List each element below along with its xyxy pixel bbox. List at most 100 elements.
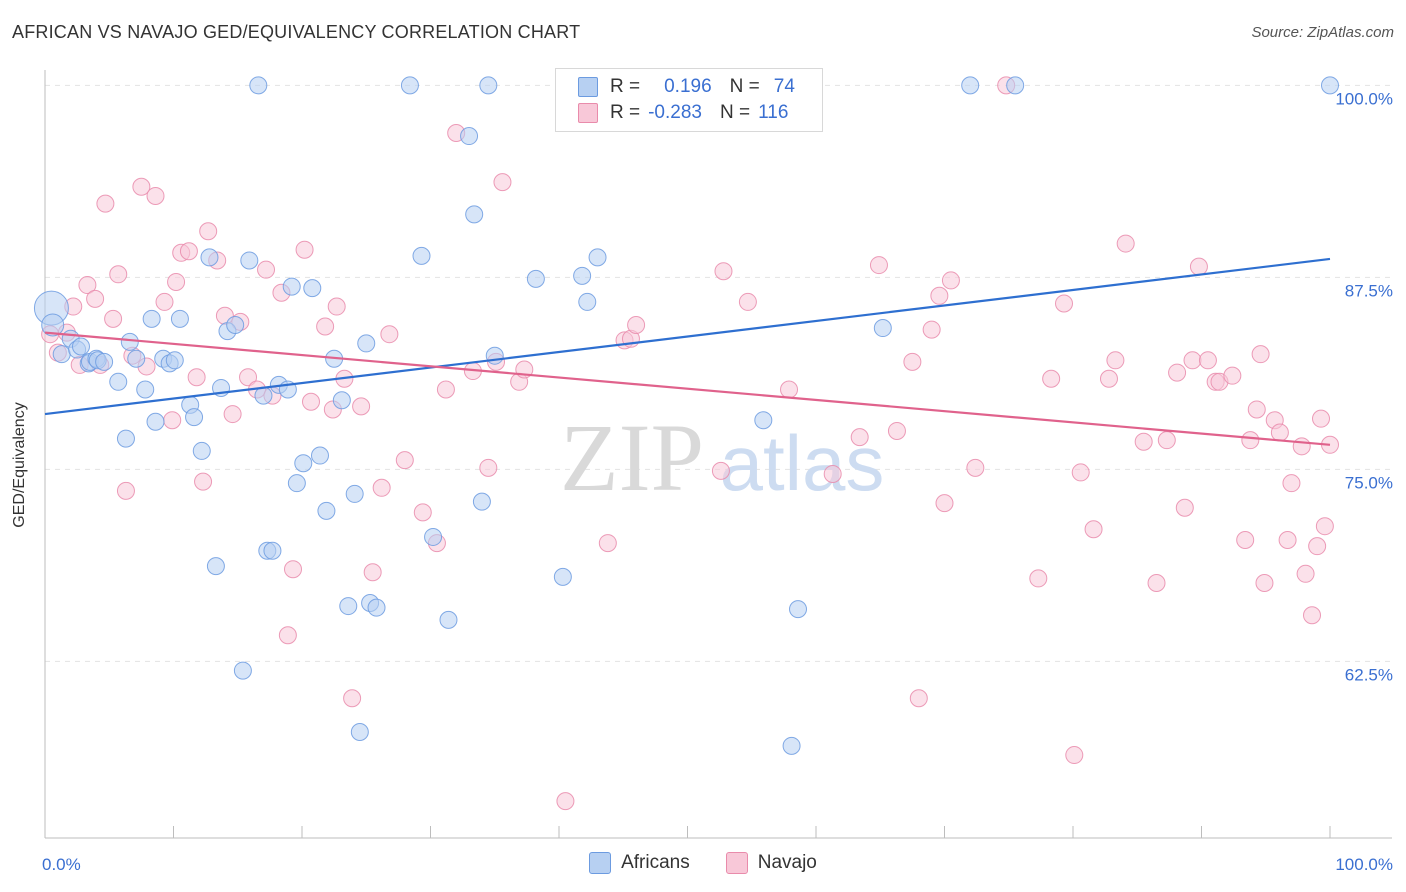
point-africans [350, 723, 369, 742]
point-navajo [1255, 574, 1274, 593]
point-navajo [239, 368, 258, 387]
point-africans [127, 349, 146, 368]
point-navajo [163, 411, 182, 430]
point-africans [294, 454, 313, 473]
point-navajo [223, 405, 242, 424]
point-navajo [738, 292, 757, 311]
chart-title: AFRICAN VS NAVAJO GED/EQUIVALENCY CORREL… [12, 22, 581, 42]
point-navajo [1157, 431, 1176, 450]
point-navajo [714, 262, 733, 281]
point-navajo [194, 472, 213, 491]
point-africans [573, 266, 592, 285]
legend-r-value: 0.196 [664, 76, 712, 97]
point-navajo [780, 380, 799, 399]
point-navajo [941, 271, 960, 290]
point-africans [873, 319, 892, 338]
point-navajo [598, 534, 617, 553]
point-navajo [179, 242, 198, 261]
legend-swatch-navajo [578, 103, 598, 123]
point-navajo [187, 368, 206, 387]
y-tick-label: 87.5% [1345, 281, 1393, 300]
point-navajo [909, 689, 928, 708]
point-navajo [479, 458, 498, 477]
legend-n-value: 116 [758, 102, 789, 123]
trendline-africans [44, 257, 1331, 416]
point-navajo [1223, 366, 1242, 385]
legend-swatch-africans [578, 77, 598, 97]
point-navajo [1312, 409, 1331, 428]
point-africans [200, 248, 219, 267]
point-africans [95, 352, 114, 371]
point-navajo [1168, 363, 1187, 382]
point-navajo [1282, 474, 1301, 493]
legend-r-label: R = [610, 76, 641, 97]
point-navajo [930, 286, 949, 305]
chart-source: Source: ZipAtlas.com [1251, 24, 1394, 41]
point-africans [254, 386, 273, 405]
point-navajo [1198, 351, 1217, 370]
point-navajo [627, 315, 646, 334]
point-navajo [352, 397, 371, 416]
point-africans [226, 315, 245, 334]
watermark: ZIP atlas [560, 404, 884, 511]
point-navajo [1175, 498, 1194, 517]
point-africans [460, 127, 479, 146]
axes [44, 70, 1392, 839]
point-africans [287, 474, 306, 493]
legend-r-value: -0.283 [648, 102, 702, 123]
point-africans [41, 313, 65, 337]
legend-label-africans: Africans [621, 852, 690, 873]
point-navajo [1189, 257, 1208, 276]
legend-swatch-navajo [725, 852, 748, 874]
point-navajo [301, 392, 320, 411]
x-tick-label: 0.0% [42, 855, 81, 874]
y-axis-label: GED/Equivalency [11, 402, 28, 528]
point-navajo [1251, 345, 1270, 364]
x-tick-label: 100.0% [1335, 855, 1393, 874]
point-navajo [1134, 432, 1153, 451]
point-africans [263, 541, 282, 560]
point-navajo [413, 503, 432, 522]
point-africans [526, 269, 545, 288]
point-navajo [823, 464, 842, 483]
point-africans [439, 610, 458, 629]
series-legend: Africans Navajo [0, 852, 1406, 874]
point-navajo [1303, 606, 1322, 625]
point-navajo [1071, 463, 1090, 482]
point-navajo [284, 560, 303, 579]
point-navajo [257, 260, 276, 279]
point-africans [485, 346, 504, 365]
point-africans [206, 557, 225, 576]
point-africans [339, 597, 358, 616]
legend-n-value: 74 [773, 76, 795, 97]
point-navajo [146, 186, 165, 205]
point-africans [357, 334, 376, 353]
point-africans [116, 429, 135, 448]
point-navajo [1084, 520, 1103, 539]
point-navajo [155, 292, 174, 311]
point-africans [782, 736, 801, 755]
trendline-navajo [44, 331, 1331, 446]
point-navajo [343, 689, 362, 708]
point-navajo [1241, 431, 1260, 450]
point-navajo [1029, 569, 1048, 588]
point-africans [120, 332, 139, 351]
point-africans [142, 309, 161, 328]
point-africans [345, 484, 364, 503]
point-africans [754, 411, 773, 430]
point-africans [479, 76, 498, 95]
point-navajo [395, 451, 414, 470]
point-navajo [1270, 423, 1289, 442]
point-africans [472, 492, 491, 511]
point-africans [465, 205, 484, 224]
trendlines [44, 257, 1331, 446]
point-africans [249, 76, 268, 95]
legend-item-africans: Africans [589, 852, 690, 874]
point-navajo [372, 478, 391, 497]
point-navajo [903, 352, 922, 371]
point-africans [588, 248, 607, 267]
point-navajo [1236, 531, 1255, 550]
watermark-zip: ZIP [560, 404, 704, 511]
point-africans [170, 309, 189, 328]
